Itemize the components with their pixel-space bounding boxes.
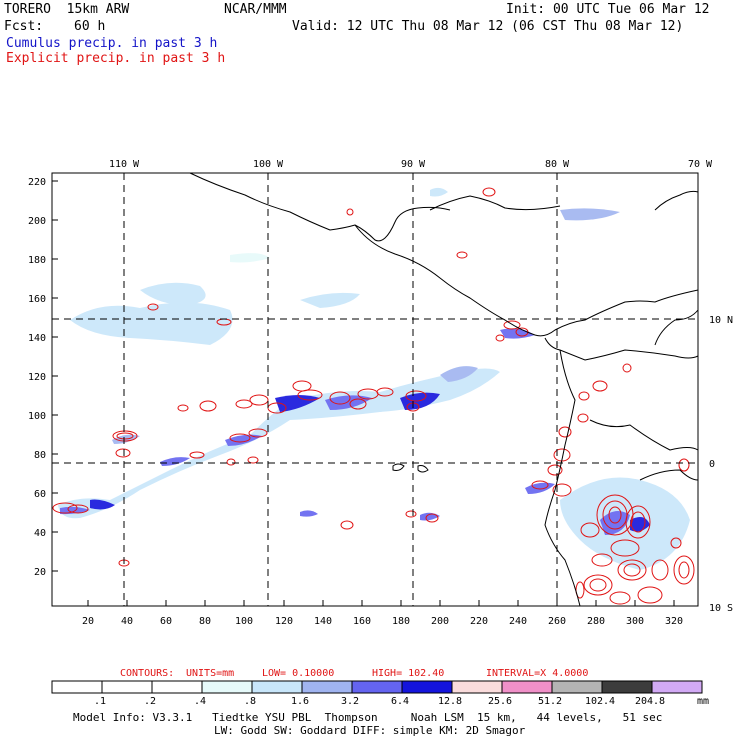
contours-low: LOW= 0.10000: [262, 668, 334, 679]
colorbar-swatch: [251, 680, 303, 694]
colorbar-swatch: [101, 680, 153, 694]
lat-label-0: 0: [709, 459, 715, 470]
colorbar-swatch: [351, 680, 403, 694]
lon-label-100w: 100 W: [253, 159, 284, 170]
colorbar-label: 6.4: [391, 696, 409, 707]
colorbar-label: 25.6: [488, 696, 512, 707]
init-time: Init: 00 UTC Tue 06 Mar 12: [506, 2, 710, 17]
y-tick-label: 220: [28, 177, 46, 188]
valid-time: Valid: 12 UTC Thu 08 Mar 12 (06 CST Thu …: [292, 19, 684, 34]
colorbar-label: 102.4: [585, 696, 615, 707]
colorbar: [51, 680, 703, 694]
lat-label-10s: 10 S: [709, 603, 733, 614]
lon-label-80w: 80 W: [545, 159, 570, 170]
colorbar-swatch: [651, 680, 703, 694]
contours-units: UNITS=mm: [186, 668, 234, 679]
colorbar-label: .1: [94, 696, 106, 707]
y-tick-label: 100: [28, 411, 46, 422]
lon-label-110w: 110 W: [109, 159, 140, 170]
colorbar-swatch: [151, 680, 203, 694]
colorbar-units: mm: [697, 696, 709, 707]
model-physics: LW: Godd SW: Goddard DIFF: simple KM: 2D…: [214, 724, 526, 737]
y-tick-label: 140: [28, 333, 46, 344]
cumulus-legend: Cumulus precip. in past 3 h: [6, 36, 218, 51]
coastlines: [189, 172, 699, 607]
y-tick-label: 180: [28, 255, 46, 266]
contours-high: HIGH= 102.40: [372, 668, 444, 679]
x-tick-label: 240: [509, 616, 527, 627]
y-tick-label: 40: [34, 528, 46, 539]
contours-interval: INTERVAL=X 4.0000: [486, 668, 588, 679]
colorbar-label: 51.2: [538, 696, 562, 707]
org-label: NCAR/MMM: [224, 2, 287, 17]
x-tick-label: 20: [82, 616, 94, 627]
x-tick-label: 300: [626, 616, 644, 627]
forecast-label: Fcst:: [4, 19, 44, 34]
x-tick-label: 160: [353, 616, 371, 627]
colorbar-label: .4: [194, 696, 206, 707]
forecast-hours: 60 h: [74, 19, 106, 34]
lat-label-10n: 10 N: [709, 315, 733, 326]
cumulus-shading: [58, 187, 690, 570]
colorbar-label: 12.8: [438, 696, 462, 707]
x-tick-label: 220: [470, 616, 488, 627]
colorbar-label: .8: [244, 696, 256, 707]
x-tick-label: 120: [275, 616, 293, 627]
y-tick-label: 60: [34, 489, 46, 500]
x-tick-label: 200: [431, 616, 449, 627]
contours-label: CONTOURS:: [120, 668, 174, 679]
x-tick-label: 180: [392, 616, 410, 627]
y-tick-label: 200: [28, 216, 46, 227]
x-tick-label: 60: [160, 616, 172, 627]
colorbar-swatch: [501, 680, 553, 694]
colorbar-swatch: [201, 680, 253, 694]
y-tick-label: 120: [28, 372, 46, 383]
explicit-contours: [52, 187, 695, 605]
explicit-legend: Explicit precip. in past 3 h: [6, 51, 226, 66]
colorbar-swatch: [401, 680, 453, 694]
y-tick-label: 20: [34, 567, 46, 578]
colorbar-label: 3.2: [341, 696, 359, 707]
x-tick-label: 100: [235, 616, 253, 627]
lon-label-70w: 70 W: [688, 159, 713, 170]
model-info: Model Info: V3.3.1 Tiedtke YSU PBL Thomp…: [73, 711, 663, 724]
colorbar-swatch: [451, 680, 503, 694]
colorbar-label: .2: [144, 696, 156, 707]
x-tick-label: 140: [314, 616, 332, 627]
x-tick-label: 40: [121, 616, 133, 627]
colorbar-swatch: [601, 680, 653, 694]
model-title: TORERO 15km ARW: [4, 2, 130, 17]
y-tick-label: 80: [34, 450, 46, 461]
x-tick-label: 320: [665, 616, 683, 627]
axis-ticks: [52, 180, 675, 606]
colorbar-swatch: [51, 680, 103, 694]
graticule: [52, 173, 698, 606]
x-tick-label: 260: [548, 616, 566, 627]
x-tick-label: 280: [587, 616, 605, 627]
colorbar-swatch: [301, 680, 353, 694]
colorbar-swatch: [551, 680, 603, 694]
lon-label-90w: 90 W: [401, 159, 426, 170]
x-tick-label: 80: [199, 616, 211, 627]
y-tick-label: 160: [28, 294, 46, 305]
colorbar-label: 1.6: [291, 696, 309, 707]
colorbar-label: 204.8: [635, 696, 665, 707]
